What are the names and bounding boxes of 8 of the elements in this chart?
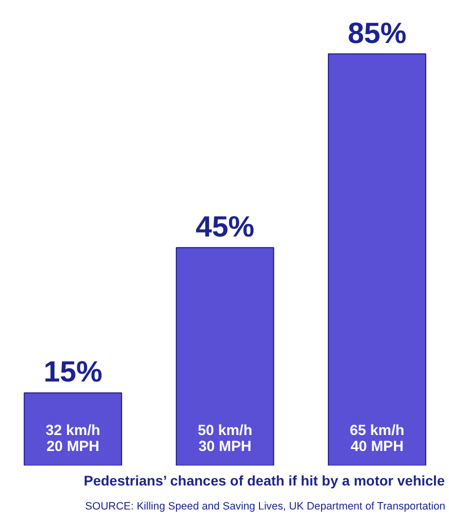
data-label: 85% [348, 16, 406, 50]
x-tick-label: 50 km/h 30 MPH [198, 423, 252, 456]
data-label: 45% [196, 210, 254, 244]
text: Pedestrians’ chances of death if hit by a motor vehicle [84, 472, 445, 488]
x-tick-label: 65 km/h 40 MPH [350, 423, 404, 456]
x-tick-label: 32 km/h 20 MPH [46, 423, 100, 456]
data-label: 15% [44, 356, 102, 389]
source-note: SOURCE: Killing Speed and Saving Lives, UK Department of Transportation [85, 500, 446, 512]
